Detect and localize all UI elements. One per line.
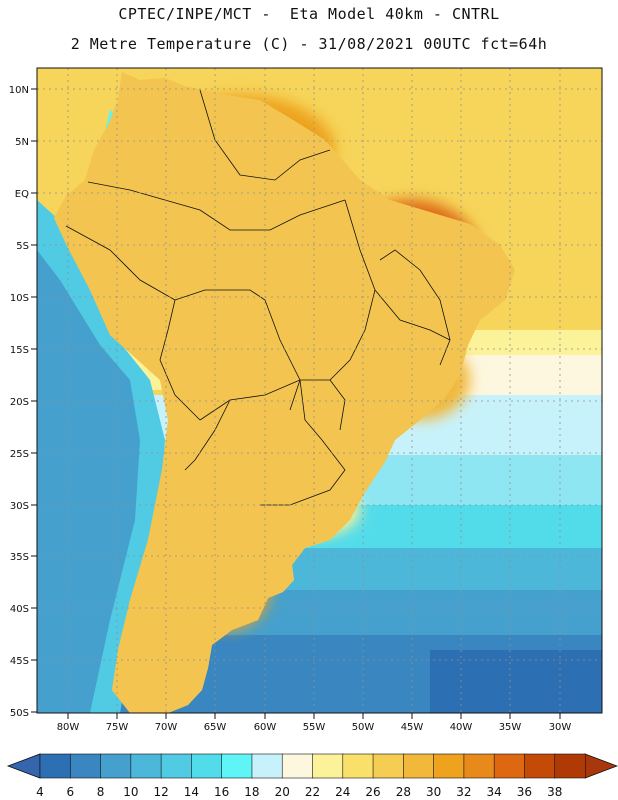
lon-label: 65W [204,722,227,733]
colorbar-label: 8 [97,785,105,799]
lon-ticks [67,713,561,719]
colorbar-swatch [69,753,102,779]
colorbar-label: 12 [153,785,168,799]
colorbar-swatch [403,753,435,779]
lat-label: 40S [10,604,29,615]
lat-label: 20S [10,397,29,408]
colorbar-label: 16 [214,785,229,799]
map-title-line-2: 2 Metre Temperature (C) - 31/08/2021 00U… [70,35,548,53]
colorbar-label: 36 [517,785,532,799]
lat-label: 5S [16,241,29,252]
lat-label: EQ [15,189,29,200]
colorbar-label: 28 [396,785,411,799]
lat-label: 30S [10,501,29,512]
colorbar-swatch [160,753,193,779]
colorbar-swatches [39,753,586,779]
colorbar-swatch [191,753,223,779]
colorbar-label: 20 [275,785,290,799]
colorbar-label: 14 [184,785,199,799]
lon-label: 75W [106,722,129,733]
graticule [37,68,602,713]
colorbar-swatch [100,753,132,779]
colorbar-swatch [312,753,344,779]
colorbar-label: 34 [487,785,502,799]
lat-label: 10N [9,85,29,96]
lon-label: 35W [499,722,522,733]
colorbar-swatch [130,753,162,779]
lat-label: 10S [10,293,29,304]
lon-label: 50W [352,722,375,733]
colorbar-label: 10 [123,785,138,799]
map-title-line-1: CPTEC/INPE/MCT - Eta Model 40km - CNTRL [118,5,500,23]
colorbar-swatch [524,753,556,779]
lon-labels: 80W 75W 70W 65W 60W 55W 50W 45W 40W 35W … [57,722,572,733]
lat-label: 25S [10,449,29,460]
lon-label: 80W [57,722,80,733]
lon-label: 45W [401,722,424,733]
lat-label: 15S [10,345,29,356]
colorbar-over-arrow [584,753,618,779]
colorbar-swatch [39,753,72,779]
map-frame [36,67,603,714]
colorbar-swatch [221,753,253,779]
lat-ticks [31,88,37,713]
lon-label: 40W [450,722,473,733]
colorbar-swatch [342,753,374,779]
colorbar-swatch [463,753,495,779]
lat-label: 5N [15,137,29,148]
lon-label: 30W [549,722,572,733]
lat-labels: 10N 5N EQ 5S 10S 15S 20S 25S 30S 35S 40S… [9,85,29,719]
lon-label: 55W [303,722,326,733]
lat-label: 35S [10,552,29,563]
colorbar-label: 32 [456,785,471,799]
colorbar-swatch [433,753,465,779]
colorbar-swatch [281,753,314,779]
colorbar-label: 38 [547,785,562,799]
lon-label: 70W [155,722,178,733]
colorbar-label: 4 [36,785,44,799]
colorbar-swatch [251,753,284,779]
colorbar-label: 24 [335,785,350,799]
colorbar-label: 26 [365,785,380,799]
colorbar-label: 18 [244,785,259,799]
colorbar-labels: 4 6 8 10 12 14 16 18 20 22 24 26 28 30 32 34 36 38 [36,785,562,799]
colorbar-under-arrow [6,753,41,779]
colorbar-label: 30 [426,785,441,799]
colorbar: 4 6 8 10 12 14 16 18 20 22 24 26 28 30 32 34 36 38 [6,753,618,799]
colorbar-label: 6 [66,785,74,799]
ocean-band-6 [430,650,602,713]
colorbar-label: 22 [305,785,320,799]
map-field [37,68,602,713]
pacific-cold-band [37,250,140,713]
lat-label: 50S [10,708,29,719]
colorbar-swatch [372,753,405,779]
lon-label: 60W [254,722,277,733]
colorbar-swatch [554,753,586,779]
lat-label: 45S [10,656,29,667]
colorbar-swatch [493,753,526,779]
